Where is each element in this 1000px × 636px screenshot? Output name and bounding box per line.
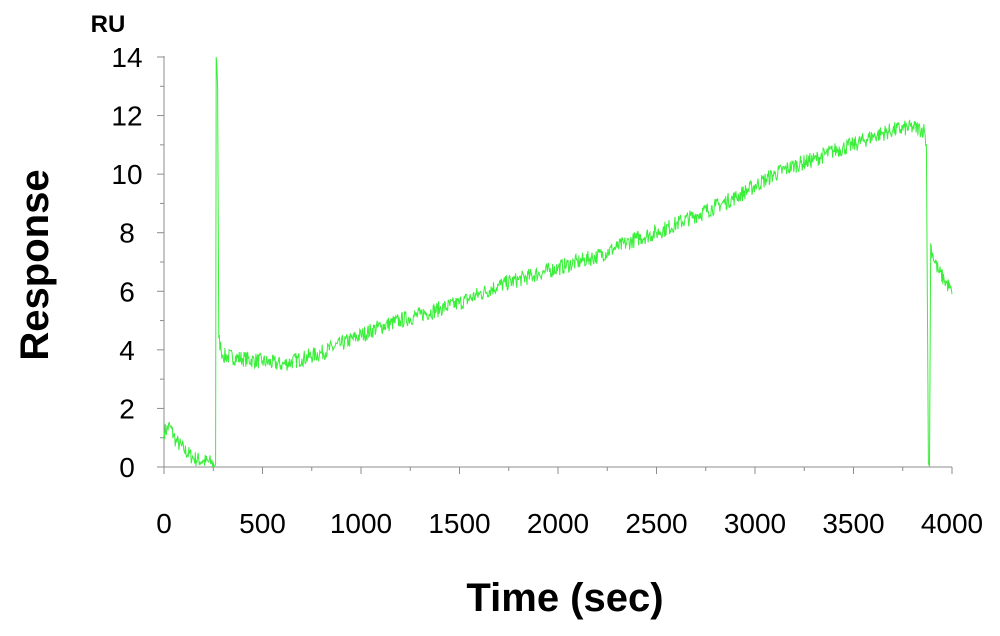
y-tick-label: 12: [111, 101, 142, 132]
y-axis-title: Response: [13, 169, 57, 360]
x-tick-label: 2000: [527, 508, 589, 539]
x-tick-label: 1000: [330, 508, 392, 539]
y-unit-label: RU: [91, 11, 126, 38]
y-tick-label: 4: [119, 335, 135, 366]
x-tick-label: 0: [156, 508, 172, 539]
x-axis-title: Time (sec): [466, 576, 663, 620]
x-tick-label: 4000: [921, 508, 983, 539]
response-series-line: [163, 56, 953, 468]
axes: [163, 56, 952, 468]
x-tick-label: 500: [239, 508, 286, 539]
y-tick-label: 10: [111, 159, 142, 190]
x-tick-label: 2500: [625, 508, 687, 539]
x-tick-label: 3500: [822, 508, 884, 539]
y-tick-label: 2: [119, 393, 135, 424]
y-tick-label: 0: [119, 452, 135, 483]
y-tick-label: 6: [119, 276, 135, 307]
plot-area: [163, 56, 953, 468]
tick-marks: [157, 56, 953, 474]
x-tick-label: 3000: [724, 508, 786, 539]
tick-labels: 0 2 4 6 8 10 12 14 0 500 1000 1500 2000 2500 3000 3500 4…: [111, 42, 983, 539]
x-tick-label: 1500: [428, 508, 490, 539]
y-tick-label: 8: [119, 218, 135, 249]
y-tick-label: 14: [111, 42, 142, 73]
